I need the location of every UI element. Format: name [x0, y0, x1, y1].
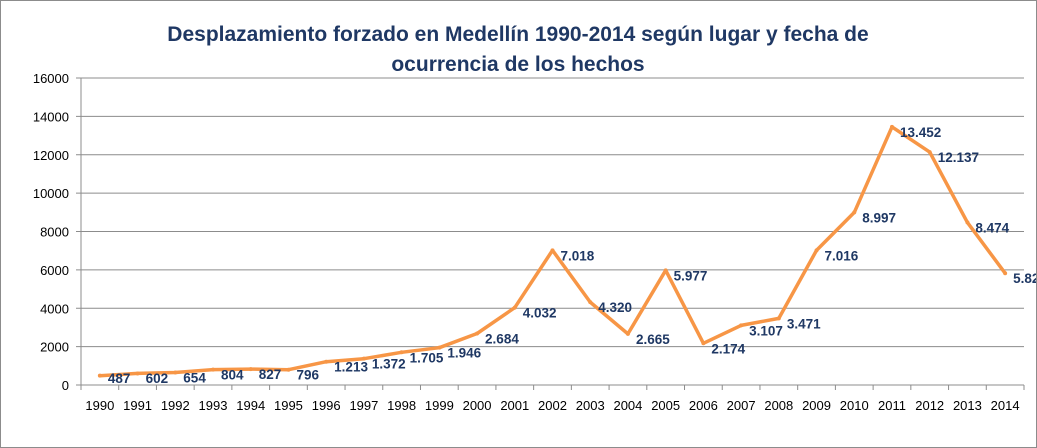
x-tick-label: 2011 [878, 398, 906, 413]
data-point [324, 359, 329, 364]
data-label: 7.018 [561, 248, 595, 263]
y-tick-label: 6000 [40, 263, 69, 278]
x-tick-label: 2010 [840, 398, 869, 413]
x-tick-label: 1993 [199, 398, 228, 413]
data-point [437, 345, 442, 350]
x-tick-label: 1995 [274, 398, 303, 413]
x-tick-label: 2003 [576, 398, 605, 413]
x-tick-label: 1991 [123, 398, 152, 413]
data-point [135, 371, 140, 376]
data-point [663, 268, 668, 273]
data-label: 1.946 [447, 346, 481, 361]
data-point [852, 210, 857, 215]
y-tick-label: 16000 [33, 71, 69, 86]
chart-title-line-2: ocurrencia de los hechos [391, 53, 644, 76]
x-tick-label: 1990 [85, 398, 114, 413]
y-tick-label: 8000 [40, 225, 69, 240]
data-label: 13.452 [900, 125, 941, 140]
y-tick-label: 10000 [33, 186, 69, 201]
data-point [97, 373, 102, 378]
x-tick-label: 1999 [425, 398, 454, 413]
data-label: 8.997 [862, 210, 896, 225]
data-point [248, 367, 253, 372]
data-label: 796 [296, 368, 319, 383]
x-tick-label: 2013 [953, 398, 982, 413]
data-label: 1.705 [410, 350, 444, 365]
x-tick-label: 1997 [349, 398, 378, 413]
data-label: 5.827 [1013, 271, 1036, 286]
data-label: 4.032 [523, 306, 557, 321]
y-tick-label: 4000 [40, 301, 69, 316]
data-label: 827 [259, 367, 282, 382]
data-labels: 487 602 654 804 827 796 1.213 1.372 1.705 1.946 2.… [108, 125, 1036, 386]
gridlines [81, 77, 1024, 348]
x-tick-label: 1994 [236, 398, 265, 413]
data-point [625, 331, 630, 336]
data-label: 1.213 [334, 360, 368, 375]
axes [76, 77, 1025, 390]
data-point [173, 370, 178, 375]
x-tick-label: 2009 [802, 398, 831, 413]
y-tick-label: 14000 [33, 109, 69, 124]
x-tick-label: 2004 [613, 398, 642, 413]
data-point [512, 305, 517, 310]
data-point [211, 367, 216, 372]
x-tick-label: 1998 [387, 398, 416, 413]
x-tick-labels: 1990 1991 1992 1993 1994 1995 1996 1997 1998 1999… [85, 398, 1019, 413]
data-label: 487 [108, 371, 131, 386]
x-tick-label: 2006 [689, 398, 718, 413]
x-tick-label: 2012 [915, 398, 944, 413]
x-tick-label: 2001 [500, 398, 529, 413]
x-tick-label: 2014 [991, 398, 1020, 413]
data-point [475, 331, 480, 336]
y-tick-label: 0 [62, 378, 69, 393]
data-point [776, 316, 781, 321]
chart-title-line-1: Desplazamiento forzado en Medellín 1990-… [167, 23, 868, 46]
data-point [927, 150, 932, 155]
data-point [1003, 271, 1008, 276]
x-tick-label: 2005 [651, 398, 680, 413]
data-point [550, 248, 555, 253]
data-label: 2.174 [711, 341, 745, 356]
data-point [889, 124, 894, 129]
data-label: 4.320 [598, 300, 632, 315]
y-tick-label: 2000 [40, 340, 69, 355]
x-tick-label: 1992 [161, 398, 190, 413]
x-tick-label: 2007 [727, 398, 756, 413]
x-tick-label: 1996 [312, 398, 341, 413]
data-label: 804 [221, 368, 244, 383]
data-point [588, 300, 593, 305]
data-point [361, 356, 366, 361]
data-point [814, 248, 819, 253]
data-label: 3.471 [787, 316, 821, 331]
data-label: 602 [146, 371, 169, 386]
data-point [399, 350, 404, 355]
data-label: 7.016 [825, 248, 859, 263]
data-label: 1.372 [372, 357, 406, 372]
x-tick-label: 2002 [538, 398, 567, 413]
data-point [739, 323, 744, 328]
data-point [286, 367, 291, 372]
y-tick-label: 12000 [33, 148, 69, 163]
data-label: 3.107 [749, 323, 783, 338]
data-label: 12.137 [938, 150, 979, 165]
data-point [965, 220, 970, 225]
data-label: 8.474 [975, 220, 1009, 235]
data-label: 654 [183, 370, 206, 385]
x-tick-label: 2000 [463, 398, 492, 413]
data-point [701, 341, 706, 346]
series-layer [97, 124, 1008, 378]
data-label: 5.977 [674, 268, 708, 283]
y-tick-labels: 0 2000 4000 6000 8000 10000 12000 14000 16000 [33, 71, 69, 393]
data-label: 2.665 [636, 332, 670, 347]
x-tick-label: 2008 [764, 398, 793, 413]
data-label: 2.684 [485, 332, 519, 347]
